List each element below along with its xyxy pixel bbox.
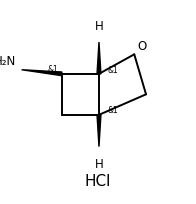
Text: H: H xyxy=(95,157,103,170)
Polygon shape xyxy=(22,70,62,76)
Text: HCl: HCl xyxy=(85,173,111,188)
Text: H₂N: H₂N xyxy=(0,55,16,68)
Polygon shape xyxy=(97,115,101,147)
Text: &1: &1 xyxy=(107,66,118,75)
Text: &1: &1 xyxy=(47,65,58,74)
Text: O: O xyxy=(137,39,146,52)
Text: &1: &1 xyxy=(107,106,118,115)
Text: H: H xyxy=(95,20,103,33)
Polygon shape xyxy=(97,43,101,74)
